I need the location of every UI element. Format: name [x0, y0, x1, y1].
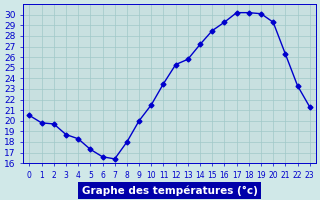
X-axis label: Graphe des températures (°c): Graphe des températures (°c): [82, 185, 258, 196]
